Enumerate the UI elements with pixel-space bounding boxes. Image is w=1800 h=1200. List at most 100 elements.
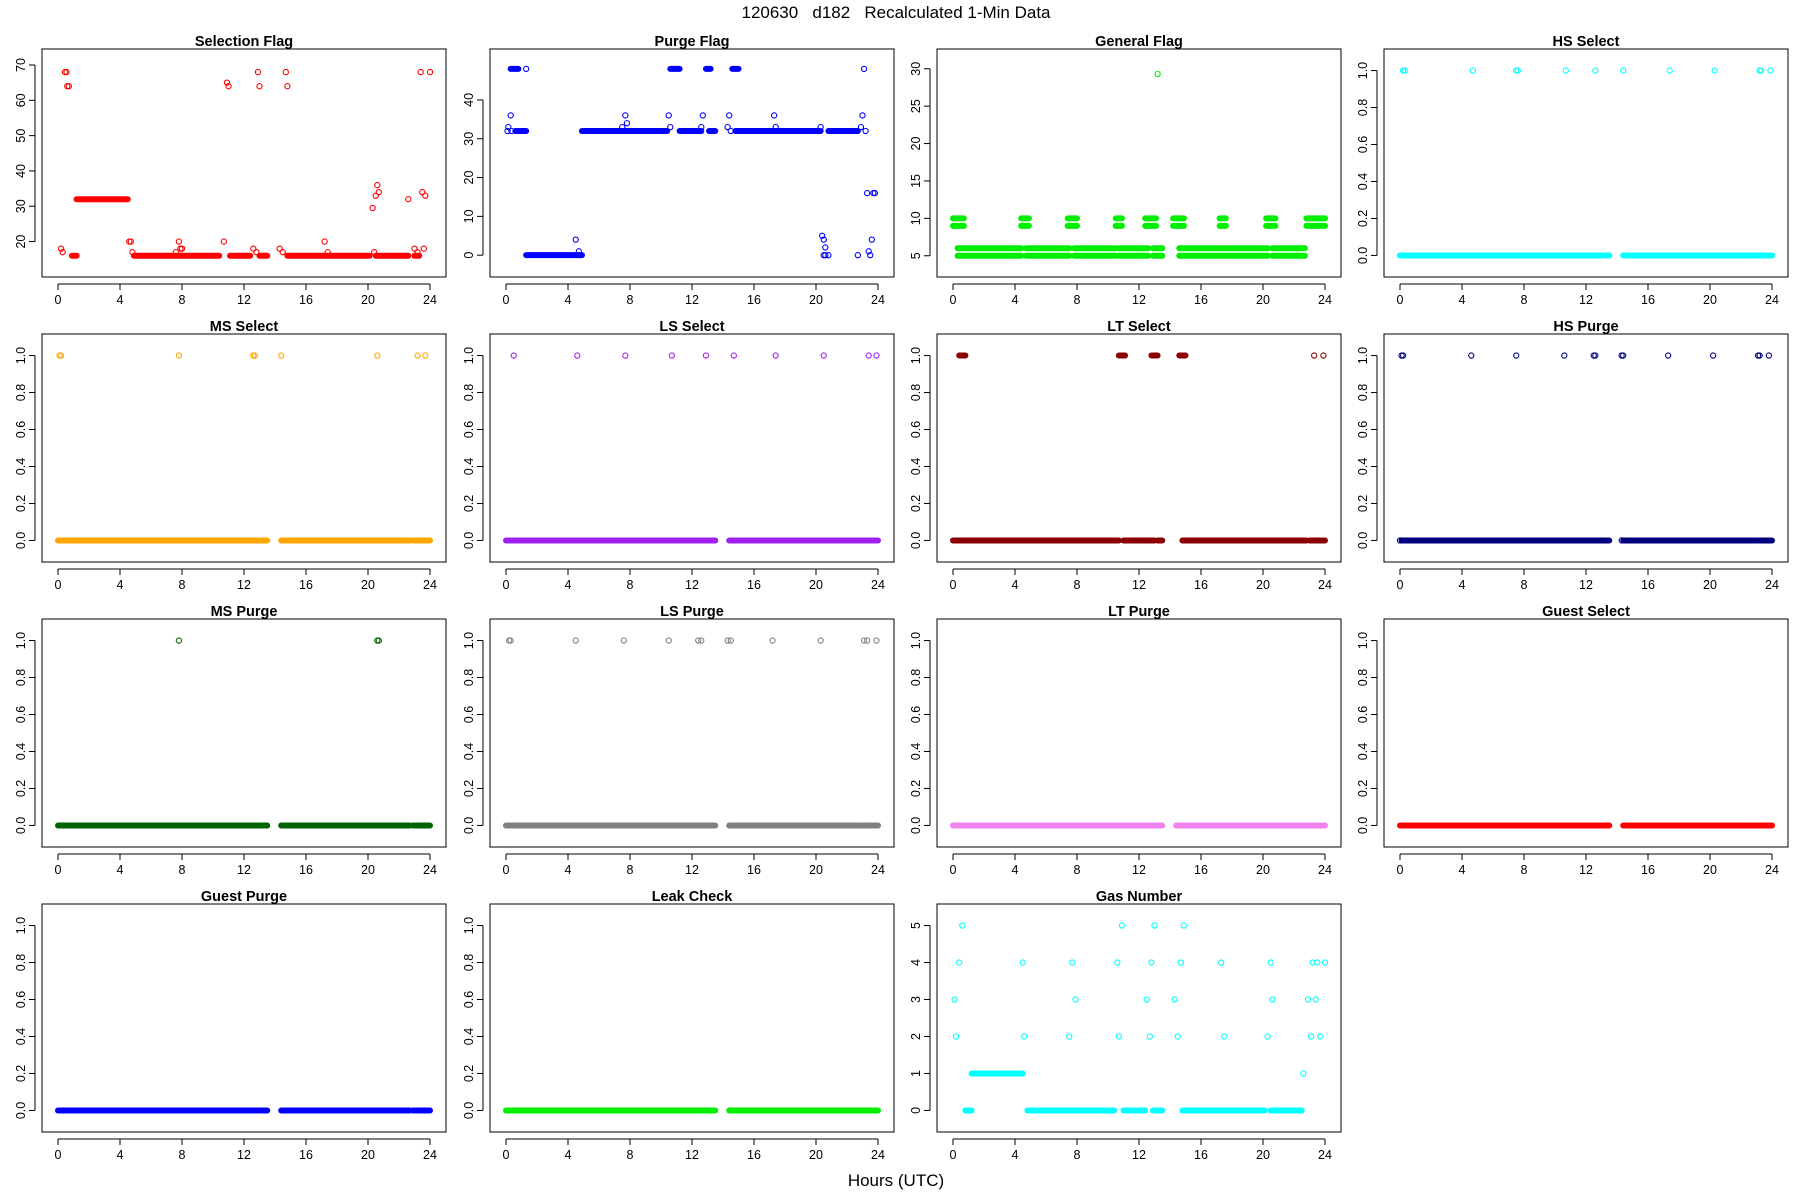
data-point — [372, 192, 379, 199]
x-tick-label: 20 — [809, 1148, 823, 1162]
data-point — [817, 123, 824, 131]
x-tick-label: 12 — [1132, 578, 1146, 592]
panel-lt-purge: LT Purge 0 4 8 12 16 20 24 0.0 0.2 0.4 0.6 0.8 1.0 — [909, 604, 1342, 877]
x-tick-label: 8 — [1521, 863, 1528, 877]
y-tick-label: 1.0 — [14, 347, 28, 364]
data-point — [1114, 959, 1121, 966]
data-point — [414, 249, 421, 256]
y-tick-label: 0.4 — [14, 1028, 28, 1045]
x-tick-label: 8 — [179, 1148, 186, 1162]
data-point — [324, 249, 331, 256]
x-tick-label: 4 — [117, 293, 124, 307]
y-tick-label: 0.6 — [1356, 706, 1370, 723]
data-point — [1264, 1033, 1271, 1040]
y-tick-label: 0 — [462, 252, 476, 259]
y-tick-label: 20 — [909, 137, 923, 151]
data-point — [825, 252, 832, 259]
x-tick-label: 16 — [1194, 1148, 1208, 1162]
x-tick-label: 16 — [1194, 863, 1208, 877]
data-point — [951, 996, 958, 1003]
x-axis-label: Hours (UTC) — [848, 1171, 944, 1190]
x-tick-label: 0 — [503, 863, 510, 877]
y-tick-label: 20 — [462, 171, 476, 185]
y-tick-label: 0.8 — [1356, 384, 1370, 401]
y-tick-label: 40 — [462, 93, 476, 107]
data-point — [422, 352, 429, 359]
data-point — [860, 65, 868, 73]
y-tick-label: 0.6 — [14, 421, 28, 438]
x-tick-label: 0 — [950, 1148, 957, 1162]
data-point — [871, 189, 879, 197]
x-tick-label: 16 — [1641, 863, 1655, 877]
data-point — [667, 123, 674, 131]
y-tick-label: 0.4 — [909, 743, 923, 760]
data-point — [59, 249, 66, 256]
x-tick-label: 0 — [55, 1148, 62, 1162]
data-point — [873, 352, 880, 359]
panel-guest-purge: Guest Purge 0 4 8 12 16 20 24 0.0 0.2 0.4 0.6 0.8 1.0 — [14, 889, 447, 1162]
data-point — [175, 637, 183, 644]
y-tick-label: 0.6 — [462, 991, 476, 1008]
y-tick-label: 0.2 — [1356, 495, 1370, 512]
data-point — [726, 112, 733, 119]
y-tick-label: 40 — [14, 164, 28, 178]
x-tick-label: 12 — [685, 863, 699, 877]
y-tick-label: 0.2 — [909, 780, 923, 797]
panel-title: Selection Flag — [195, 34, 293, 50]
data-point — [374, 181, 381, 189]
y-tick-label: 0.0 — [462, 817, 476, 834]
x-tick-label: 4 — [1459, 863, 1466, 877]
x-tick-label: 16 — [1641, 578, 1655, 592]
data-point — [857, 123, 865, 131]
data-point — [822, 244, 829, 251]
x-tick-label: 20 — [1256, 578, 1270, 592]
x-tick-label: 20 — [809, 293, 823, 307]
y-tick-label: 25 — [909, 99, 923, 113]
data-point — [865, 248, 872, 255]
data-point — [1562, 67, 1569, 74]
y-tick-label: 5 — [909, 922, 923, 929]
x-tick-label: 16 — [747, 863, 761, 877]
data-point — [1221, 1033, 1228, 1040]
data-point — [868, 236, 875, 243]
x-tick-label: 12 — [685, 293, 699, 307]
data-point — [1148, 959, 1155, 966]
x-tick-label: 4 — [565, 863, 572, 877]
data-point — [172, 249, 179, 256]
y-tick-label: 30 — [14, 199, 28, 213]
plot-frame — [936, 618, 1342, 848]
data-point — [220, 238, 227, 245]
data-point — [668, 352, 675, 359]
data-point — [1174, 1033, 1181, 1040]
panel-ms-purge: MS Purge 0 4 8 12 16 20 24 0.0 0.2 0.4 0.6 0.8 1.0 — [14, 604, 447, 877]
panel-ms-select: MS Select 0 4 8 12 16 20 24 0.0 0.2 0.4 0.6 0.8 1.0 — [14, 319, 447, 592]
plot-frame — [489, 48, 895, 278]
data-point — [956, 959, 963, 966]
data-point — [1267, 959, 1274, 966]
x-tick-label: 8 — [1074, 863, 1081, 877]
data-point — [730, 352, 737, 359]
data-point — [1021, 1033, 1028, 1040]
panel-title: LT Purge — [1108, 604, 1170, 620]
y-tick-label: 0.2 — [14, 1065, 28, 1082]
data-point — [523, 65, 530, 73]
panel-title: MS Purge — [211, 604, 278, 620]
data-point — [1180, 922, 1188, 929]
data-point — [422, 192, 429, 199]
data-point — [574, 352, 581, 359]
data-point — [1513, 352, 1520, 359]
x-tick-label: 0 — [1397, 578, 1404, 592]
x-tick-label: 12 — [1132, 293, 1146, 307]
x-tick-label: 0 — [55, 863, 62, 877]
data-point — [1709, 352, 1717, 359]
x-tick-label: 20 — [361, 293, 375, 307]
plot-frame — [936, 903, 1342, 1133]
data-point — [321, 238, 328, 245]
data-point — [822, 252, 829, 259]
y-tick-label: 0.0 — [1356, 817, 1370, 834]
data-point — [508, 127, 515, 135]
y-tick-label: 0.8 — [1356, 669, 1370, 686]
data-point — [1300, 1070, 1307, 1077]
data-point — [622, 112, 629, 119]
data-point — [575, 248, 582, 255]
